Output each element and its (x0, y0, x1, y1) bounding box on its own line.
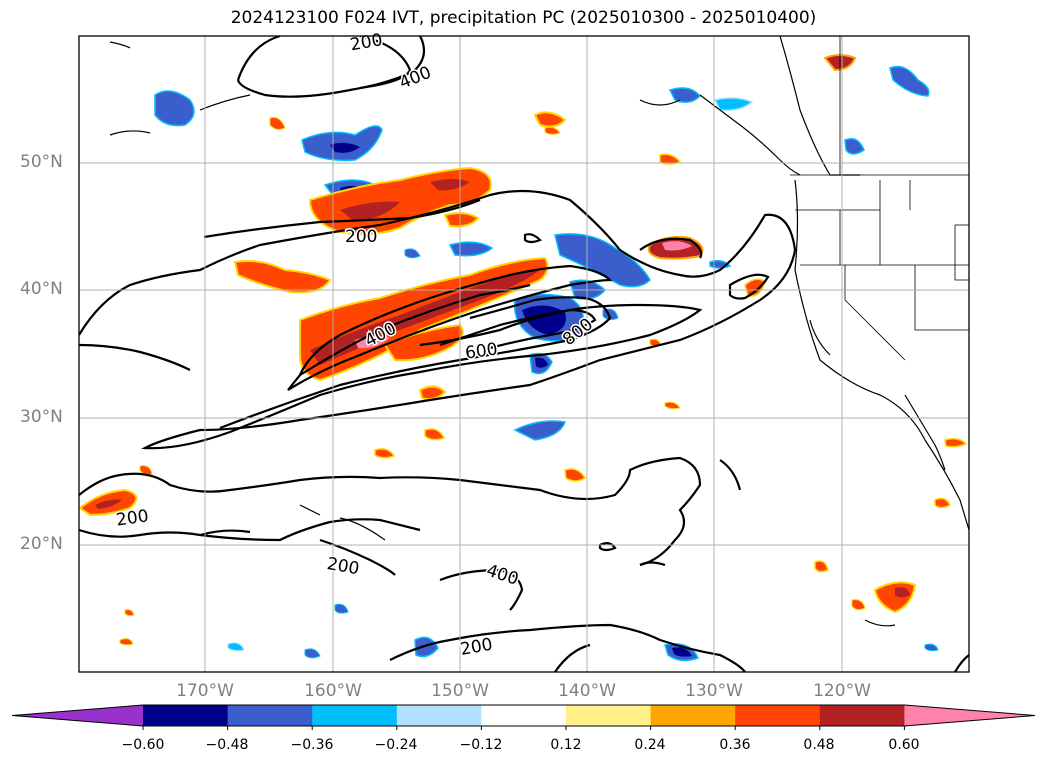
colorbar-segment (312, 705, 398, 726)
contour-label: 200 (345, 227, 377, 247)
lon-label-160w: 160°W (304, 681, 362, 701)
colorbar-segment (735, 705, 821, 726)
colorbar-tick-label: 0.12 (550, 737, 582, 753)
colorbar-segment (481, 705, 567, 726)
colorbar-extend-min (12, 705, 143, 726)
colorbar-segment (143, 705, 229, 726)
colorbar-tick-label: 0.48 (803, 737, 835, 753)
lon-label-120w: 120°W (813, 681, 871, 701)
lat-label-50n: 50°N (20, 152, 63, 172)
colorbar-tick-label: 0.36 (719, 737, 751, 753)
map-background (79, 36, 969, 672)
map-title: 2024123100 F024 IVT, precipitation PC (2… (230, 8, 817, 28)
contour-label: 600 (464, 339, 499, 363)
lat-label-40n: 40°N (20, 279, 63, 299)
map-frame (78, 35, 970, 673)
colorbar-tick-label: −0.60 (121, 737, 165, 753)
lon-label-130w: 130°W (685, 681, 743, 701)
contour-label: 200 (325, 554, 360, 579)
colorbar-tick-label: 0.60 (888, 737, 920, 753)
colorbar-tick-label: 0.24 (634, 737, 666, 753)
coastline (109, 36, 969, 627)
ivt-contours (79, 36, 969, 672)
colorbar-extend-max (904, 705, 1035, 726)
colorbar-segment (396, 705, 482, 726)
colorbar-tick-label: −0.24 (374, 737, 418, 753)
colorbar (11, 704, 1036, 730)
colorbar-segment (650, 705, 736, 726)
lat-label-30n: 30°N (20, 407, 63, 427)
gridlines (79, 36, 969, 672)
colorbar-segment (566, 705, 652, 726)
lon-label-150w: 150°W (431, 681, 489, 701)
colorbar-tick-label: −0.36 (290, 737, 334, 753)
colorbar-segment (819, 705, 905, 726)
colorbar-segment (227, 705, 313, 726)
lat-label-20n: 20°N (20, 534, 63, 554)
lon-label-170w: 170°W (176, 681, 234, 701)
colorbar-tick-label: −0.12 (459, 737, 503, 753)
colorbar-tick-label: −0.48 (205, 737, 249, 753)
state-borders (790, 36, 969, 361)
lon-label-140w: 140°W (558, 681, 616, 701)
